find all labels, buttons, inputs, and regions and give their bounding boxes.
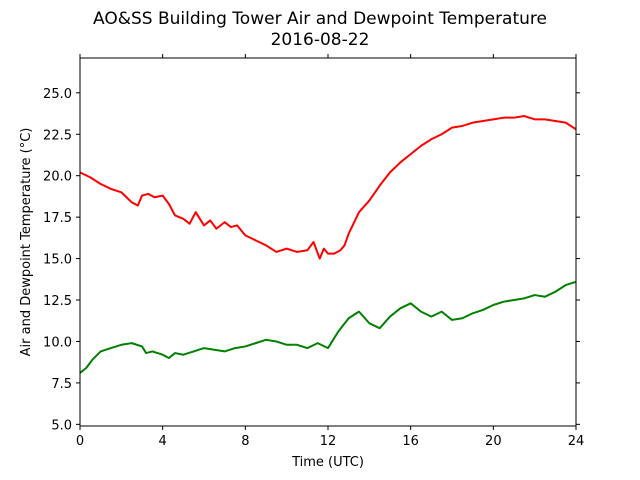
series-line-1 bbox=[79, 280, 577, 374]
y-tick-label: 15.0 bbox=[43, 253, 72, 268]
chart-subtitle: 2016-08-22 bbox=[271, 30, 370, 50]
y-tick-label: 17.5 bbox=[43, 211, 72, 226]
y-tick-label: 7.5 bbox=[51, 377, 72, 392]
chart-title: AO&SS Building Tower Air and Dewpoint Te… bbox=[93, 9, 547, 29]
x-tick-label: 4 bbox=[159, 434, 167, 449]
x-tick-label: 20 bbox=[485, 434, 502, 449]
x-axis-label: Time (UTC) bbox=[291, 455, 364, 470]
tick-layer: 0 4 8 12 16 20 24 5.0 7.5 10.0 12.5 15.0 17.5 20.0 22.… bbox=[43, 54, 584, 449]
x-tick-label: 8 bbox=[241, 434, 249, 449]
y-tick-label: 22.5 bbox=[43, 128, 72, 143]
x-tick-label: 0 bbox=[76, 434, 84, 449]
y-tick-label: 5.0 bbox=[51, 418, 72, 433]
x-tick-label: 16 bbox=[402, 434, 419, 449]
y-tick-label: 20.0 bbox=[43, 170, 72, 185]
x-tick-label: 24 bbox=[568, 434, 585, 449]
y-tick-label: 12.5 bbox=[43, 294, 72, 309]
y-tick-label: 25.0 bbox=[43, 87, 72, 102]
plot-frame bbox=[79, 57, 577, 427]
y-tick-label: 10.0 bbox=[43, 335, 72, 350]
y-axis-label: Air and Dewpoint Temperature (°C) bbox=[19, 128, 34, 357]
series-layer bbox=[79, 115, 577, 374]
series-line-0 bbox=[79, 115, 577, 260]
x-tick-label: 12 bbox=[320, 434, 337, 449]
